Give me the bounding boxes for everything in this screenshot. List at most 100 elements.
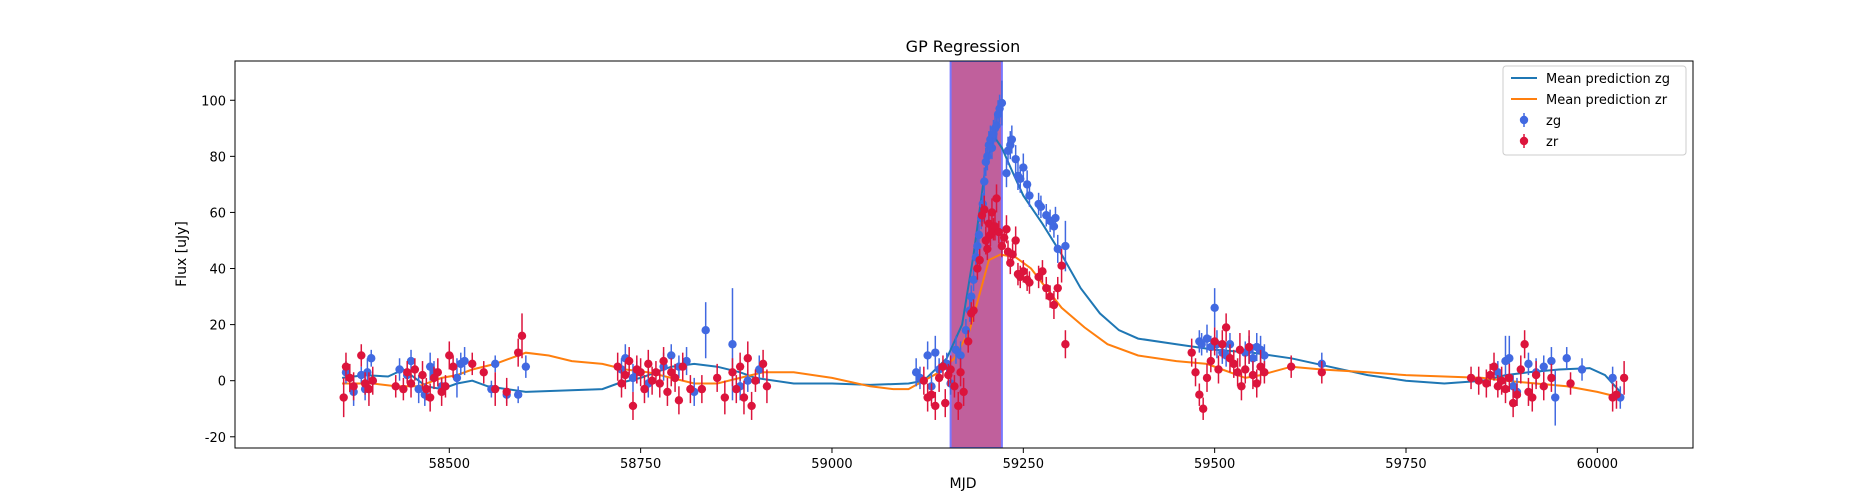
data-point (1489, 362, 1499, 371)
data-point (743, 376, 752, 385)
data-point (399, 384, 408, 394)
data-point (1286, 362, 1296, 371)
data-point (624, 356, 634, 366)
data-point (1531, 370, 1541, 380)
data-point (368, 376, 377, 385)
data-point (980, 177, 989, 186)
data-point (701, 326, 710, 335)
data-point (364, 384, 374, 394)
data-point (674, 396, 684, 405)
y-tick-label: -20 (205, 431, 226, 446)
data-point (1562, 354, 1571, 363)
data-point (613, 362, 622, 371)
data-point (1025, 191, 1034, 200)
data-point (357, 351, 366, 360)
data-point (997, 98, 1007, 108)
data-point (1019, 163, 1028, 172)
data-point (1539, 382, 1548, 391)
data-point (406, 379, 416, 388)
data-point (987, 143, 997, 153)
axes-frame (234, 60, 1694, 449)
data-point (1187, 348, 1196, 357)
data-point (367, 354, 376, 363)
data-point (931, 348, 940, 357)
data-point (640, 384, 649, 394)
data-point (1248, 354, 1258, 363)
legend: Mean prediction zg Mean prediction zr zg zr (1502, 65, 1687, 156)
data-point (1497, 376, 1506, 385)
data-point (1195, 390, 1204, 399)
data-point (391, 382, 400, 391)
data-point (959, 387, 968, 397)
legend-marker-icon (1519, 136, 1529, 146)
data-point (628, 401, 638, 411)
y-tick-label: 0 (218, 375, 226, 390)
data-point (1002, 225, 1011, 234)
data-point (1577, 365, 1587, 374)
legend-label: Mean prediction zr (1546, 93, 1668, 108)
data-point (403, 368, 412, 377)
data-point (1049, 222, 1059, 231)
data-point (1011, 154, 1020, 164)
data-point (1053, 244, 1062, 254)
data-point (1061, 340, 1070, 349)
y-tick-label: 40 (209, 263, 226, 278)
data-point (1505, 373, 1514, 383)
x-axis: 58500 58750 59000 59250 59500 59750 60000 (429, 448, 1618, 472)
data-point (732, 384, 741, 394)
data-point (1547, 356, 1556, 366)
x-tick-label: 58500 (429, 457, 470, 472)
data-point (1241, 365, 1250, 374)
data-point (517, 331, 527, 341)
data-point (1218, 340, 1227, 349)
data-point (445, 351, 454, 360)
data-point (1007, 135, 1017, 144)
data-point (513, 348, 523, 357)
data-point (513, 390, 523, 399)
y-tick-label: 60 (209, 206, 226, 221)
data-point (1210, 337, 1219, 346)
data-point (621, 370, 630, 380)
data-point (951, 345, 961, 355)
data-point (747, 401, 756, 411)
y-tick-label: 100 (201, 94, 226, 109)
data-point (1547, 373, 1556, 383)
data-point (678, 362, 687, 371)
data-point (931, 401, 940, 411)
data-point (491, 384, 500, 394)
data-point (410, 365, 420, 374)
data-point (1221, 323, 1231, 332)
data-point (1235, 345, 1245, 355)
y-axis: -20 0 20 40 60 80 100 (201, 94, 235, 446)
data-point (339, 393, 348, 402)
data-point (946, 365, 955, 374)
x-tick-label: 59750 (1385, 457, 1426, 472)
data-point (720, 393, 730, 402)
data-point (1474, 376, 1483, 385)
data-point (1524, 359, 1533, 369)
data-point (349, 382, 358, 391)
data-point (521, 362, 531, 371)
data-point (1197, 340, 1206, 349)
data-point (919, 376, 929, 385)
data-point (941, 398, 950, 408)
data-point (460, 356, 469, 366)
y-axis-label: Flux [uJy] (174, 221, 190, 287)
legend-label: zg (1546, 114, 1561, 129)
data-point (441, 382, 450, 391)
data-point (1016, 174, 1025, 183)
data-point (1619, 373, 1629, 383)
data-point (923, 351, 932, 360)
data-point (1612, 390, 1621, 399)
data-point (663, 387, 672, 397)
data-point (1528, 393, 1537, 402)
data-point (975, 255, 984, 265)
data-point (636, 368, 645, 377)
data-point (1061, 241, 1070, 251)
data-point (1608, 373, 1617, 383)
data-point (414, 384, 423, 394)
x-tick-label: 59250 (1003, 457, 1044, 472)
data-point (1210, 303, 1219, 312)
data-point (967, 292, 976, 301)
